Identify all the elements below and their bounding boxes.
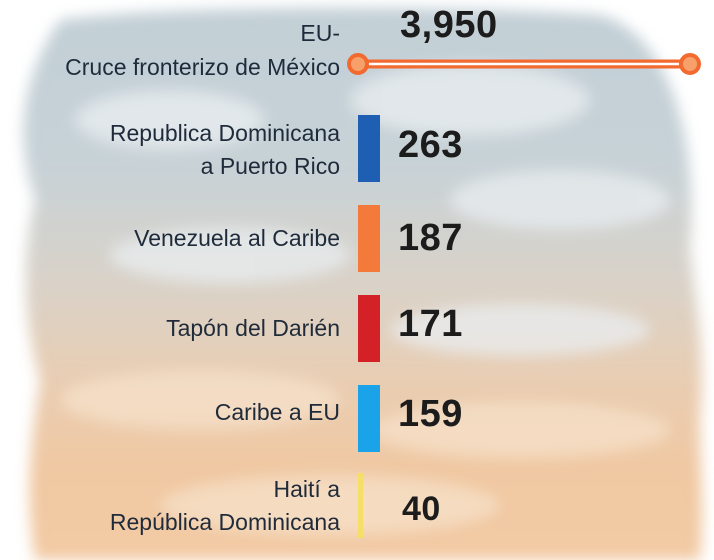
bar-3 [358,295,380,362]
category-label-line1: Tapón del Darién [166,315,340,341]
value-label: 159 [398,393,463,435]
category-label-line2: Cruce fronterizo de México [65,54,340,80]
value-label: 263 [398,124,463,166]
value-label: 187 [398,217,463,259]
bar-1 [358,115,380,182]
line-cap-left [347,53,369,75]
category-label-line1: Caribe a EU [214,399,340,425]
value-label: 171 [398,303,463,345]
category-label-line2: República Dominicana [109,509,340,535]
category-label-line1: Republica Dominicana [109,120,340,146]
value-label: 40 [402,490,441,528]
category-label-line2: a Puerto Rico [200,153,340,179]
line-cap-right [679,53,701,75]
category-label-line1: EU- [300,20,340,46]
bar-5 [358,473,363,538]
bar-4 [358,385,380,452]
value-label: 3,950 [400,4,498,46]
category-label-line1: Venezuela al Caribe [134,225,340,251]
category-label-line1: Haití a [273,476,340,502]
bar-2 [358,205,380,272]
